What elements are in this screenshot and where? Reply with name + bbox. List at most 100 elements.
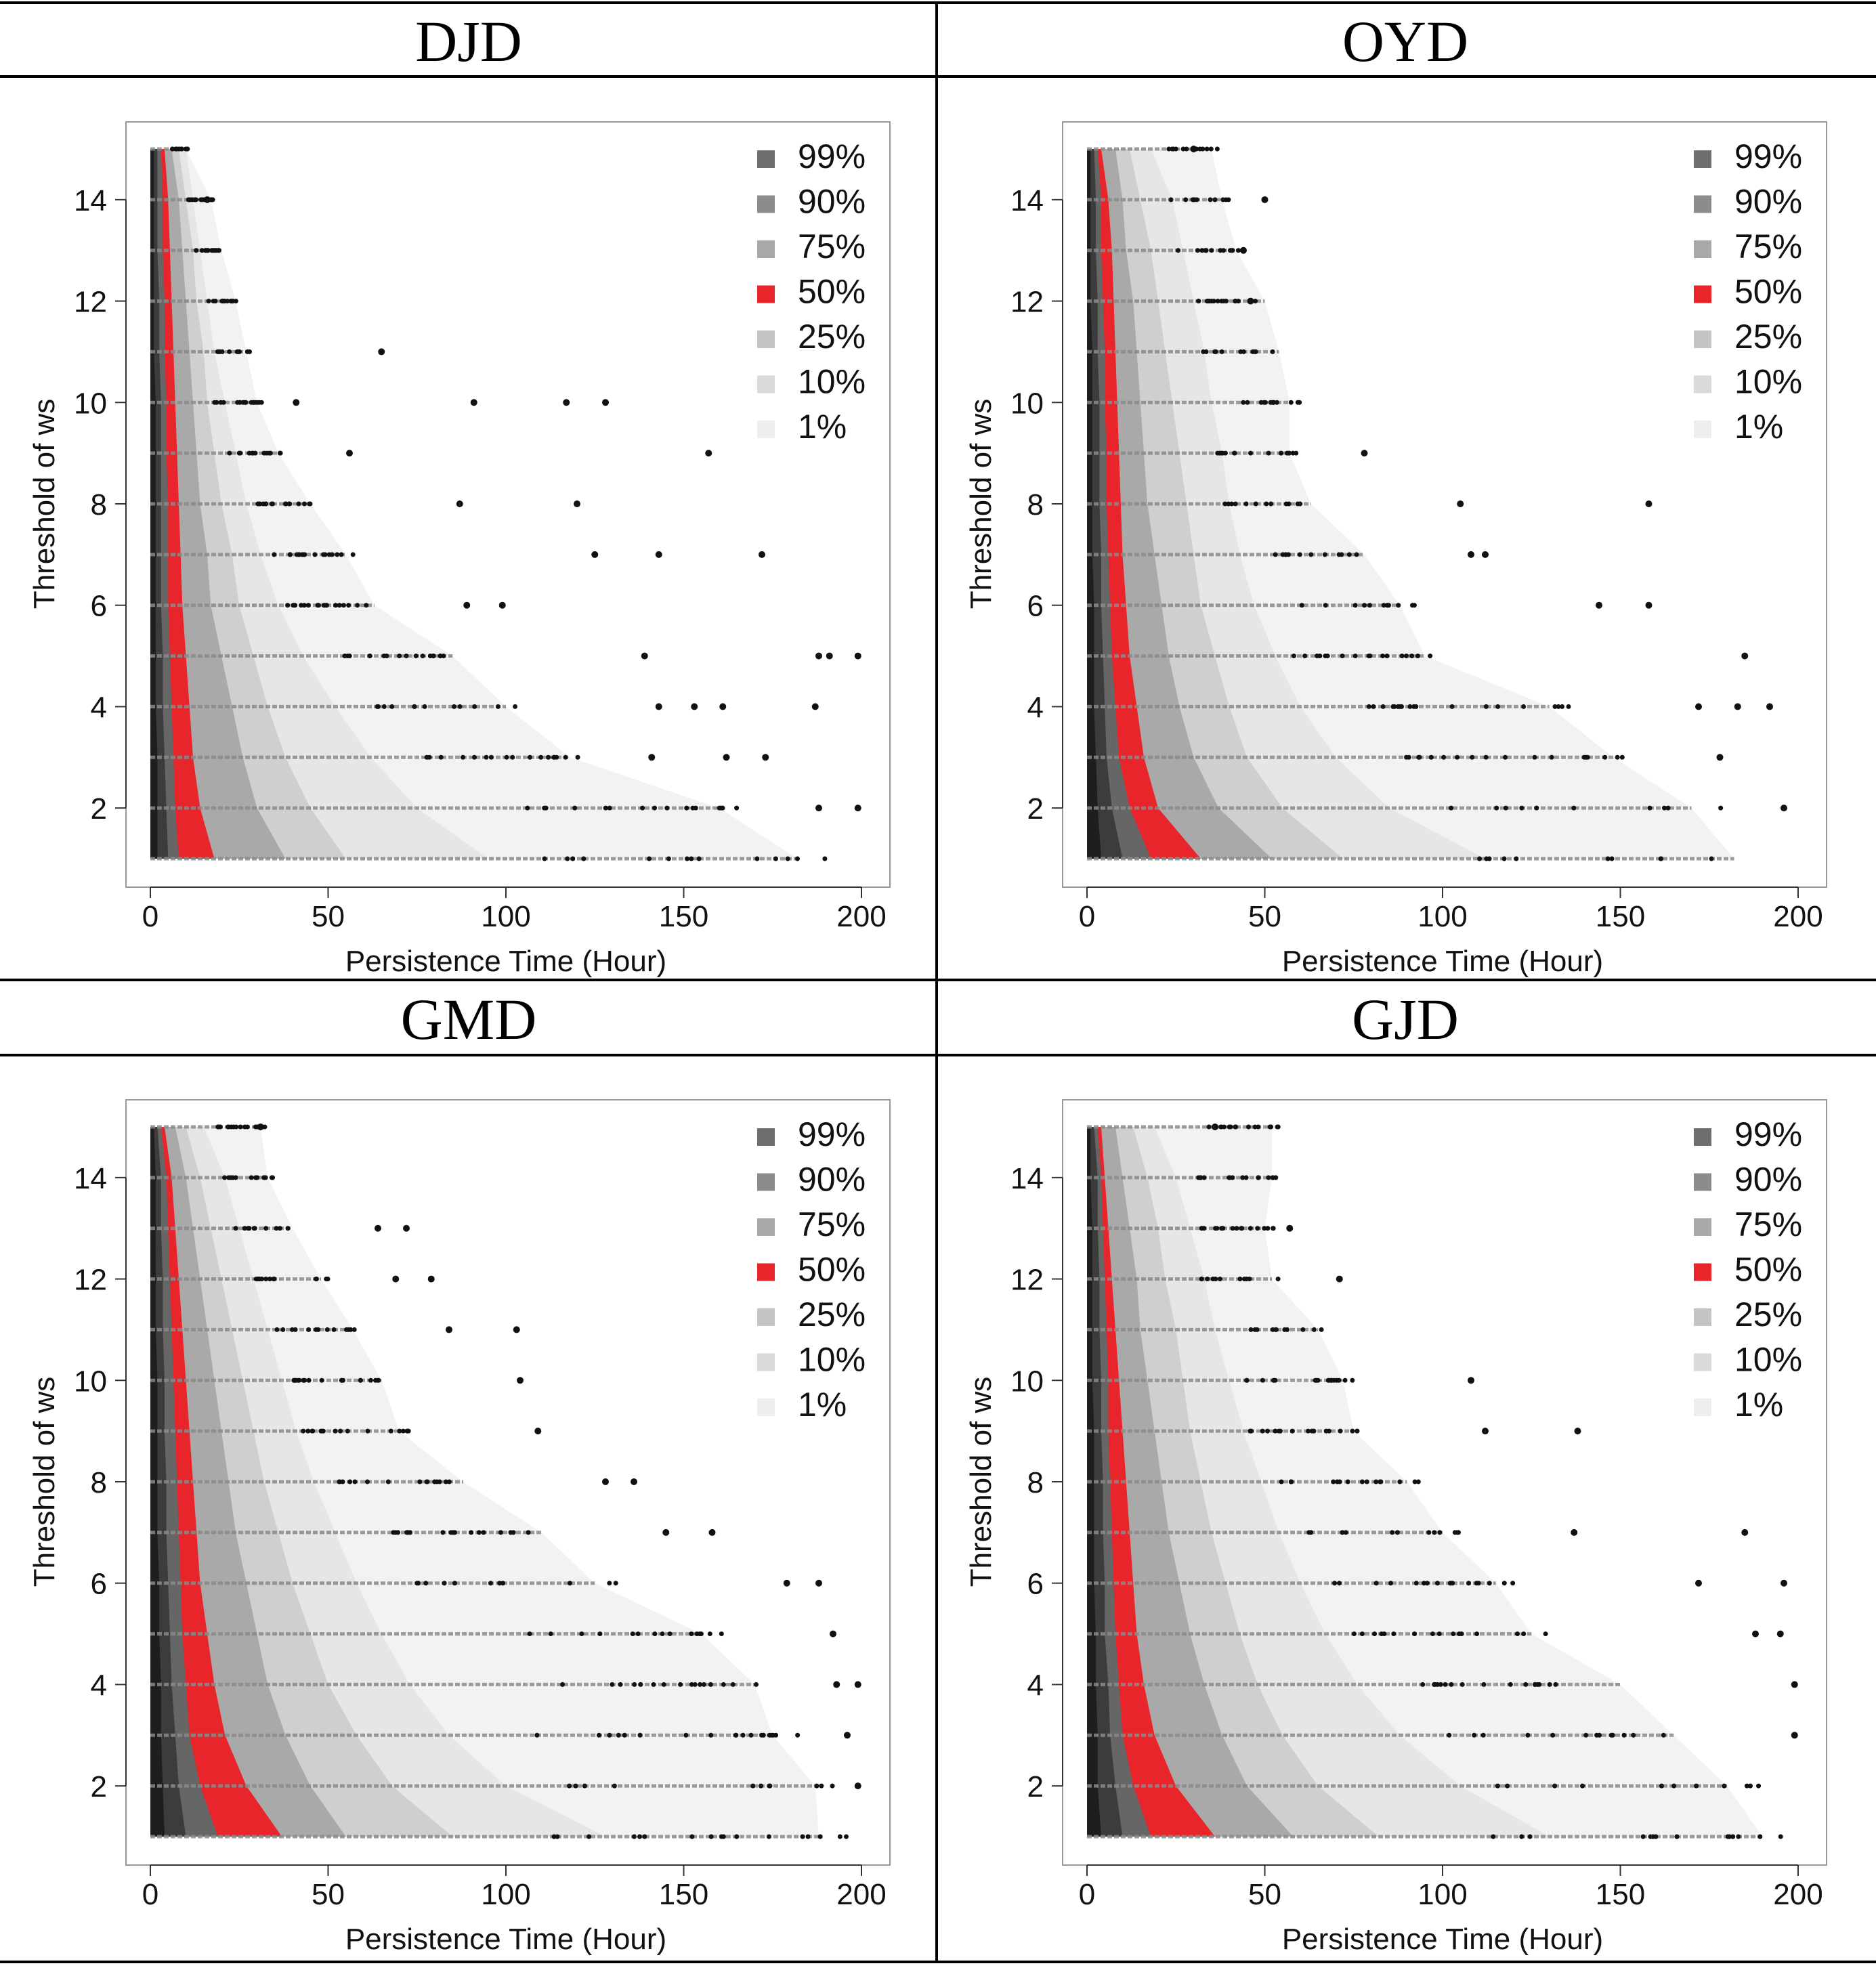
observation-dot [434, 1479, 440, 1484]
observation-dot [342, 654, 347, 659]
observation-dot [1173, 146, 1178, 152]
observation-dot [1413, 1581, 1419, 1586]
observation-dot [423, 1581, 429, 1586]
observation-dot [1508, 1682, 1513, 1687]
observation-dot [417, 1479, 423, 1484]
observation-dot [1380, 704, 1386, 709]
y-axis: 2 4 6 8 10 12 14 Threshold of ws [28, 1162, 127, 1803]
observation-dot [748, 1732, 754, 1738]
observation-dot [733, 1732, 738, 1738]
observation-dot [1340, 654, 1345, 659]
observation-dot [358, 1377, 363, 1383]
observation-dot [452, 1530, 457, 1535]
observation-dot [252, 1226, 257, 1231]
outlier-point [574, 500, 580, 507]
observation-dot [1372, 1631, 1378, 1637]
legend-swatch [757, 1308, 775, 1326]
observation-dot [1265, 1428, 1271, 1434]
observation-dot [692, 1682, 698, 1687]
y-tick-label: 12 [1010, 1264, 1044, 1297]
x-axis: 0 50 100 150 200 Persistence Time (Hour) [142, 886, 887, 978]
observation-dot [301, 501, 307, 507]
x-axis-title: Persistence Time (Hour) [345, 945, 666, 978]
panel-title: DJD [415, 9, 522, 74]
y-axis-title: Threshold of ws [964, 399, 998, 609]
observation-dot [607, 1732, 612, 1738]
outlier-point [830, 1630, 836, 1638]
observation-dot [740, 1732, 746, 1738]
observation-dot [567, 1783, 572, 1789]
legend: 99% 90% 75% 50% 25% 10% 1% [757, 137, 866, 446]
observation-dot [1265, 1226, 1271, 1231]
observation-dot [610, 1682, 615, 1687]
observation-dot [422, 704, 427, 709]
x-tick-label: 150 [1596, 1878, 1645, 1911]
legend: 99% 90% 75% 50% 25% 10% 1% [1694, 1115, 1802, 1424]
observation-dot [1218, 1277, 1223, 1282]
observation-dot [431, 654, 436, 659]
observation-dot [1300, 1327, 1306, 1332]
outlier-point [427, 1275, 435, 1283]
observation-dot [652, 805, 658, 811]
observation-dot [1412, 1479, 1417, 1484]
observation-dot [1298, 501, 1303, 507]
legend-label: 25% [1734, 1296, 1802, 1333]
observation-dot [1239, 1226, 1245, 1231]
observation-dot [389, 704, 395, 709]
observation-dot [1519, 805, 1525, 811]
observation-dot [274, 1327, 280, 1332]
observation-dot [245, 1226, 251, 1231]
observation-dot [319, 1377, 324, 1383]
observation-dot [1271, 1377, 1276, 1383]
observation-dot [347, 1479, 353, 1484]
x-tick-label: 100 [1417, 900, 1467, 933]
observation-dot [622, 1732, 627, 1738]
observation-dot [345, 1428, 350, 1434]
observation-dot [310, 1428, 315, 1434]
observation-dot [1213, 349, 1218, 354]
outlier-point [463, 601, 471, 609]
observation-dot [1352, 603, 1358, 608]
observation-dot [1213, 1226, 1218, 1231]
observation-dot [333, 1428, 338, 1434]
observation-dot [296, 552, 301, 557]
outlier-point [705, 450, 712, 457]
observation-dot [1449, 805, 1454, 811]
observation-dot [233, 1226, 238, 1231]
legend-swatch [1694, 1218, 1711, 1236]
observation-dot [199, 248, 205, 253]
x-tick-label: 0 [1079, 900, 1095, 933]
observation-dot [1510, 1581, 1516, 1586]
observation-dot [689, 1631, 694, 1637]
observation-dot [1709, 856, 1714, 861]
observation-dot [488, 754, 494, 760]
band-90pct [1087, 149, 1123, 859]
observation-dot [1481, 1682, 1487, 1687]
observation-dot [1390, 1530, 1395, 1535]
observation-dot [1476, 1581, 1481, 1586]
y-tick-label: 10 [1010, 1365, 1044, 1398]
outlier-point [833, 1681, 840, 1688]
observation-dot [1744, 1783, 1749, 1789]
legend-swatch [757, 375, 775, 393]
outlier-point [854, 652, 861, 660]
quantile-bands [1087, 149, 1734, 859]
x-tick-label: 50 [1248, 1878, 1281, 1911]
observation-dot [1432, 1530, 1437, 1535]
observation-dot [837, 1834, 843, 1839]
legend-label: 50% [1734, 273, 1802, 311]
observation-dot [555, 1834, 560, 1839]
observation-dot [734, 805, 740, 811]
observation-dot [630, 1631, 635, 1637]
outlier-point [1791, 1681, 1798, 1688]
observation-dot [368, 1377, 373, 1383]
observation-dot [1671, 1783, 1677, 1789]
observation-dot [689, 1682, 694, 1687]
outlier-point [815, 805, 822, 812]
legend-swatch [757, 330, 775, 348]
outlier-point [204, 196, 211, 203]
observation-dot [1306, 1530, 1312, 1535]
observation-dot [1217, 450, 1222, 456]
x-tick-label: 100 [481, 900, 530, 933]
observation-dot [1209, 248, 1214, 253]
